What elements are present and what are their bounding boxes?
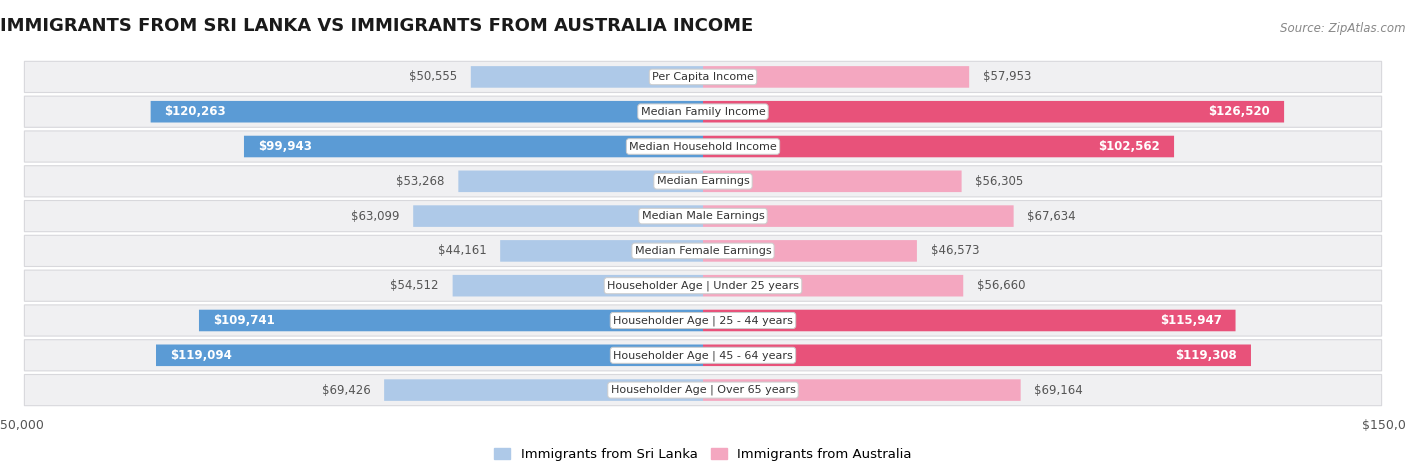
Text: IMMIGRANTS FROM SRI LANKA VS IMMIGRANTS FROM AUSTRALIA INCOME: IMMIGRANTS FROM SRI LANKA VS IMMIGRANTS …	[0, 17, 754, 35]
Text: Householder Age | Under 25 years: Householder Age | Under 25 years	[607, 281, 799, 291]
Text: $109,741: $109,741	[212, 314, 274, 327]
FancyBboxPatch shape	[24, 340, 1382, 371]
FancyBboxPatch shape	[501, 240, 703, 262]
FancyBboxPatch shape	[453, 275, 703, 297]
FancyBboxPatch shape	[150, 101, 703, 122]
Text: $56,305: $56,305	[976, 175, 1024, 188]
FancyBboxPatch shape	[703, 310, 1236, 331]
Text: $119,308: $119,308	[1175, 349, 1237, 362]
FancyBboxPatch shape	[703, 66, 969, 88]
Text: $99,943: $99,943	[257, 140, 312, 153]
Text: $102,562: $102,562	[1098, 140, 1160, 153]
FancyBboxPatch shape	[703, 205, 1014, 227]
Text: $69,164: $69,164	[1035, 383, 1083, 396]
Text: Median Female Earnings: Median Female Earnings	[634, 246, 772, 256]
Text: $126,520: $126,520	[1209, 105, 1270, 118]
Text: Per Capita Income: Per Capita Income	[652, 72, 754, 82]
FancyBboxPatch shape	[703, 275, 963, 297]
Text: Median Earnings: Median Earnings	[657, 177, 749, 186]
FancyBboxPatch shape	[703, 170, 962, 192]
Text: Median Household Income: Median Household Income	[628, 142, 778, 151]
FancyBboxPatch shape	[24, 270, 1382, 301]
FancyBboxPatch shape	[24, 166, 1382, 197]
FancyBboxPatch shape	[200, 310, 703, 331]
FancyBboxPatch shape	[471, 66, 703, 88]
Text: $46,573: $46,573	[931, 244, 979, 257]
Text: $69,426: $69,426	[322, 383, 370, 396]
FancyBboxPatch shape	[24, 305, 1382, 336]
Text: $53,268: $53,268	[396, 175, 444, 188]
FancyBboxPatch shape	[245, 136, 703, 157]
Text: $120,263: $120,263	[165, 105, 226, 118]
FancyBboxPatch shape	[156, 345, 703, 366]
Text: $63,099: $63,099	[352, 210, 399, 223]
FancyBboxPatch shape	[703, 379, 1021, 401]
Text: Householder Age | 25 - 44 years: Householder Age | 25 - 44 years	[613, 315, 793, 326]
Text: $67,634: $67,634	[1028, 210, 1076, 223]
FancyBboxPatch shape	[24, 375, 1382, 406]
FancyBboxPatch shape	[703, 240, 917, 262]
Text: $115,947: $115,947	[1160, 314, 1222, 327]
Text: Median Male Earnings: Median Male Earnings	[641, 211, 765, 221]
Text: $56,660: $56,660	[977, 279, 1025, 292]
Text: Source: ZipAtlas.com: Source: ZipAtlas.com	[1279, 22, 1406, 35]
FancyBboxPatch shape	[24, 131, 1382, 162]
Text: Householder Age | Over 65 years: Householder Age | Over 65 years	[610, 385, 796, 396]
Text: $119,094: $119,094	[170, 349, 232, 362]
Text: Median Family Income: Median Family Income	[641, 107, 765, 117]
Text: Householder Age | 45 - 64 years: Householder Age | 45 - 64 years	[613, 350, 793, 361]
FancyBboxPatch shape	[24, 96, 1382, 127]
FancyBboxPatch shape	[703, 101, 1284, 122]
FancyBboxPatch shape	[458, 170, 703, 192]
FancyBboxPatch shape	[703, 345, 1251, 366]
FancyBboxPatch shape	[384, 379, 703, 401]
FancyBboxPatch shape	[24, 235, 1382, 267]
Legend: Immigrants from Sri Lanka, Immigrants from Australia: Immigrants from Sri Lanka, Immigrants fr…	[495, 448, 911, 461]
FancyBboxPatch shape	[703, 136, 1174, 157]
Text: $54,512: $54,512	[391, 279, 439, 292]
Text: $44,161: $44,161	[437, 244, 486, 257]
Text: $50,555: $50,555	[409, 71, 457, 84]
Text: $57,953: $57,953	[983, 71, 1032, 84]
FancyBboxPatch shape	[413, 205, 703, 227]
FancyBboxPatch shape	[24, 61, 1382, 92]
FancyBboxPatch shape	[24, 200, 1382, 232]
